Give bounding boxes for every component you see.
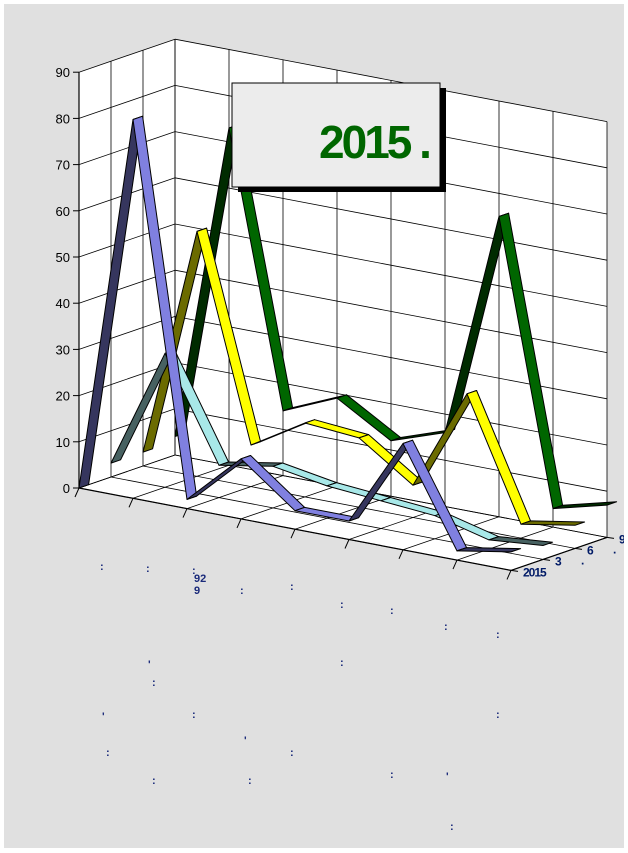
axis-glyph: : <box>290 747 294 759</box>
x-tick-mark <box>398 549 404 560</box>
series-segment <box>520 520 586 526</box>
x-tick-mark <box>452 559 458 570</box>
z-tick-mark <box>542 558 551 561</box>
y-tick-label: 70 <box>56 158 70 173</box>
axis-glyph: : <box>152 677 156 689</box>
axis-glyph: : <box>390 605 394 617</box>
axis-glyph: : <box>146 563 150 575</box>
series-segment <box>488 536 554 546</box>
series-2 <box>142 227 586 526</box>
z-tick-mark <box>510 569 519 572</box>
axis-glyph: 92 <box>194 573 206 585</box>
side-gridline <box>78 316 176 350</box>
series-3 <box>174 124 618 510</box>
y-tick-label: 60 <box>56 204 70 219</box>
z-tick-mark <box>574 547 583 550</box>
side-gridline <box>78 131 176 165</box>
title-box: 2015 . <box>231 82 446 192</box>
axis-glyph: : <box>340 599 344 611</box>
y-tick-label: 20 <box>56 389 70 404</box>
axis-glyph: : <box>496 629 500 641</box>
chart-axes <box>73 71 615 580</box>
axis-glyph: ' <box>446 771 449 783</box>
z-tick-suffix: . <box>613 542 616 556</box>
axis-glyph: : <box>192 565 196 577</box>
side-gridline <box>78 38 176 73</box>
axis-glyph: : <box>240 585 244 597</box>
series-segment <box>552 501 618 510</box>
axis-glyph: : <box>450 821 454 833</box>
series-1 <box>110 349 554 546</box>
y-tick-label: 50 <box>56 250 70 265</box>
axis-glyph: : <box>248 775 252 787</box>
x-tick-mark <box>290 528 296 539</box>
y-tick-label: 0 <box>63 481 70 496</box>
axis-glyph: : <box>496 709 500 721</box>
z-tick-mark <box>606 536 615 539</box>
chart-series <box>78 115 618 553</box>
z-tick-suffix: . <box>581 553 584 567</box>
y-tick-label: 80 <box>56 111 70 126</box>
axis-glyph: ' <box>102 711 105 723</box>
y-tick-label: 40 <box>56 296 70 311</box>
z-axis <box>510 536 608 571</box>
x-tick-mark <box>236 518 242 529</box>
y-tick-label: 90 <box>56 65 70 80</box>
series-segment <box>456 547 522 553</box>
axis-glyph: : <box>290 581 294 593</box>
floor-gridline <box>132 464 230 499</box>
series-0 <box>78 115 522 553</box>
axis-glyph: : <box>390 769 394 781</box>
axis-glyph: : <box>340 657 344 669</box>
x-tick-mark <box>182 508 188 518</box>
z-tick-label: 3 <box>555 554 562 568</box>
x-tick-mark <box>344 539 350 549</box>
axis-glyph: : <box>444 621 448 633</box>
axis-glyph: : <box>192 709 196 721</box>
x-tick-mark <box>128 498 134 508</box>
axis-glyphs: :::929::::::'::'::'::::: ': <box>100 561 500 833</box>
axis-glyph: : <box>106 747 110 759</box>
floor-gridline <box>456 526 554 561</box>
side-gridline <box>78 85 176 119</box>
floor-gridline <box>78 454 176 489</box>
axis-glyph: ' <box>244 735 247 747</box>
x-tick-mark <box>74 487 80 498</box>
y-tick-label: 10 <box>56 435 70 450</box>
floor-gridline <box>110 476 544 560</box>
x-tick-mark <box>506 570 512 580</box>
axis-glyph: : <box>100 561 104 573</box>
axis-glyph: : <box>152 775 156 787</box>
z-tick-label: 9 <box>619 532 624 546</box>
z-tick-label: 2015 <box>523 565 547 579</box>
floor-gridline <box>294 495 392 530</box>
chart-title: 2015 . <box>319 116 429 168</box>
y-tick-label: 30 <box>56 342 70 357</box>
z-tick-label: 6 <box>587 543 594 557</box>
axis-glyph: ' <box>148 659 151 671</box>
axis-glyph: 9 <box>194 585 200 597</box>
